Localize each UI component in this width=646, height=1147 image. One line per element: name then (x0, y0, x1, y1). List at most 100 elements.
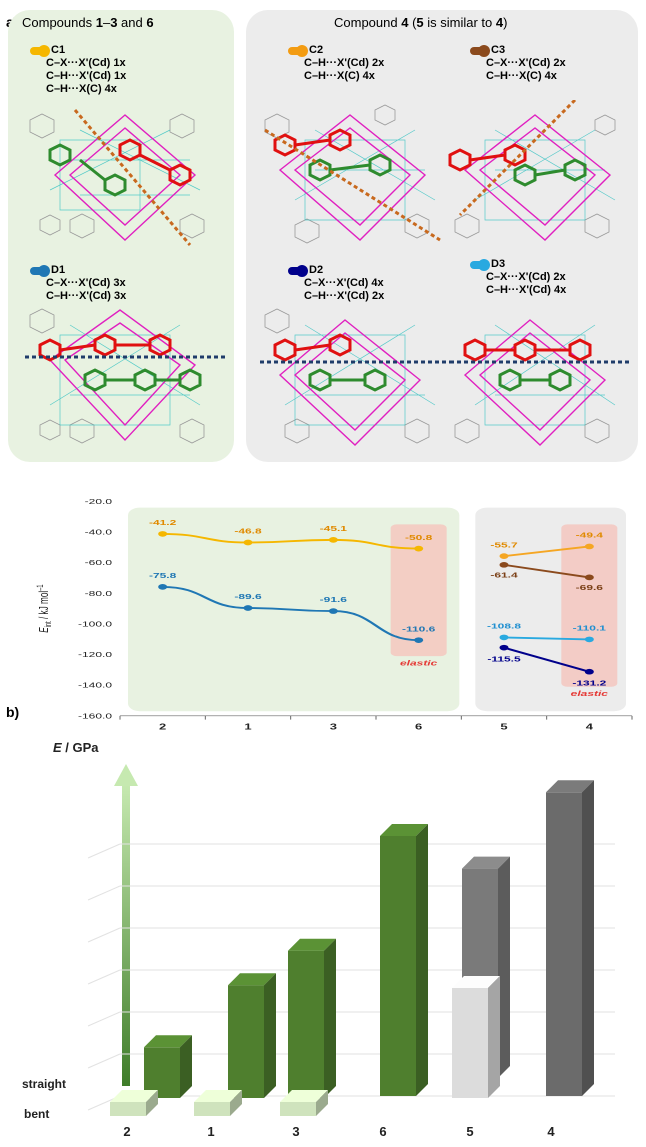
left-title-cmpd-1: 1 (95, 15, 103, 30)
left-title-cmpd-3: 3 (110, 15, 118, 30)
straight-bar-4 (546, 780, 594, 1096)
straight-bar-1 (228, 973, 276, 1098)
c2-line-1: C–H···X'(Cd) 2x (304, 57, 385, 69)
interaction-c3: C3 C–X···X'(Cd) 2x C–H···X(C) 4x (470, 44, 566, 83)
straight-bar-2 (144, 1035, 192, 1098)
data-label-D2: -131.2 (572, 680, 606, 688)
c3-line-2: C–H···X(C) 4x (486, 70, 557, 82)
data-label-D1: -75.8 (149, 572, 177, 580)
right-title-paren: ( (408, 15, 417, 30)
d3-code: D3 (491, 258, 506, 270)
data-point-D2 (499, 644, 509, 651)
data-point-C2 (584, 543, 594, 550)
right-title-cmpd-4: 4 (401, 15, 409, 30)
series-line-C1 (162, 532, 419, 550)
elastic-region-6 (390, 524, 447, 657)
right-title-cmpd-5: 5 (416, 15, 424, 30)
y-tick-label: -160.0 (78, 712, 112, 720)
d1-line-2: C–H···X'(Cd) 3x (46, 290, 127, 302)
y-tick-label: -140.0 (78, 682, 112, 690)
data-label-D1: -110.6 (402, 625, 436, 633)
data-label-C3: -61.4 (490, 571, 518, 579)
c3-marker-icon (470, 44, 490, 57)
bar-category-label: 4 (547, 1124, 555, 1139)
state-label-bent: bent (24, 1107, 49, 1121)
grid-line-slant (87, 885, 121, 901)
state-label-straight: straight (22, 1077, 66, 1091)
series-line-D2 (503, 646, 590, 673)
d2-code: D2 (309, 264, 324, 276)
structure-c1-image (29, 109, 205, 246)
x-tick-label: 6 (415, 723, 422, 732)
left-title-dash: – (102, 15, 111, 30)
x-tick-label: 1 (244, 723, 251, 732)
bar-category-label: 2 (123, 1124, 130, 1139)
y-axis-title: Eint / kJ mol–1 (35, 584, 54, 632)
bar-category-label: 5 (466, 1124, 473, 1139)
left-title-cmpd-6: 6 (146, 15, 154, 30)
grid-line-slant (87, 969, 121, 985)
data-label-D1: -91.6 (320, 596, 348, 604)
left-box-title: Compounds 1–3 and 6 (22, 15, 154, 30)
d3-line-2: C–H···X'(Cd) 4x (486, 284, 567, 296)
grid-line-slant (87, 1053, 121, 1069)
c1-code: C1 (51, 44, 66, 56)
x-tick-label: 3 (330, 723, 337, 732)
d2-marker-icon (288, 264, 308, 277)
left-title-and: and (117, 15, 147, 30)
data-point-D3 (499, 634, 509, 641)
elastic-label-6: elastic (400, 659, 438, 667)
x-tick-label: 2 (159, 723, 166, 732)
straight-bar-3 (288, 938, 336, 1098)
c1-marker-icon (30, 44, 50, 57)
c2-marker-icon (288, 44, 308, 57)
data-label-C2: -49.4 (576, 532, 604, 540)
structure-d3-image (450, 319, 630, 446)
c3-line-1: C–X···X'(Cd) 2x (486, 57, 566, 69)
youngs-modulus-chart: E / GPa straight bent 2 1 3 6 5 4 (22, 740, 615, 1139)
right-box-title: Compound 4 (5 is similar to 4) (334, 15, 507, 30)
bent-bar-5 (452, 976, 500, 1098)
interaction-energy-chart: elastic elastic -20.0 -40.0 -60.0 -80.0 -100.0… (35, 498, 633, 732)
data-point-D1 (158, 584, 168, 590)
d3-marker-icon (470, 258, 490, 271)
data-point-D2 (584, 668, 594, 675)
d2-line-1: C–X···X'(Cd) 4x (304, 277, 384, 289)
y-tick-label: -120.0 (78, 651, 112, 659)
x-tick-label: 5 (500, 723, 507, 732)
elastic-region-4 (561, 524, 618, 687)
data-label-C2: -55.7 (490, 541, 518, 549)
y-tick-label: -60.0 (85, 559, 113, 567)
data-point-C3 (499, 561, 509, 568)
grid-line-slant (87, 1011, 121, 1027)
data-point-C3 (584, 574, 594, 581)
series-line-D3 (503, 636, 590, 641)
c1-line-3: C–H···X(C) 4x (46, 83, 117, 95)
interaction-c1: C1 C–X···X'(Cd) 1x C–H···X'(Cd) 1x C–H··… (30, 44, 126, 96)
right-title-text: Compound (334, 15, 402, 30)
data-label-C1: -41.2 (149, 519, 177, 527)
bar-category-label: 6 (379, 1124, 386, 1139)
d1-code: D1 (51, 264, 66, 276)
c3-code: C3 (491, 44, 506, 56)
interaction-d2: D2 C–X···X'(Cd) 4x C–H···X'(Cd) 2x (288, 264, 384, 303)
c1-line-1: C–X···X'(Cd) 1x (46, 57, 126, 69)
bar-category-label: 3 (292, 1124, 299, 1139)
right-title-close: ) (503, 15, 508, 30)
stiffness-arrow-shaft (122, 784, 130, 1086)
data-point-D1 (414, 637, 424, 644)
structure-c2-image (264, 104, 441, 244)
bent-bar-1 (194, 1090, 242, 1116)
data-point-C2 (499, 553, 509, 559)
bar-category-label: 1 (207, 1124, 214, 1139)
elastic-label-4: elastic (571, 690, 609, 698)
data-label-C1: -50.8 (405, 534, 433, 542)
y-tick-label: -80.0 (85, 590, 113, 598)
left-title-text: Compounds (22, 15, 96, 30)
bar-chart-ylabel: E / GPa (53, 740, 99, 755)
data-point-C1 (328, 537, 338, 543)
series-line-C3 (503, 563, 590, 579)
data-point-D3 (584, 636, 594, 643)
data-label-C3: -69.6 (576, 584, 604, 592)
grid-line-slant (87, 843, 121, 859)
